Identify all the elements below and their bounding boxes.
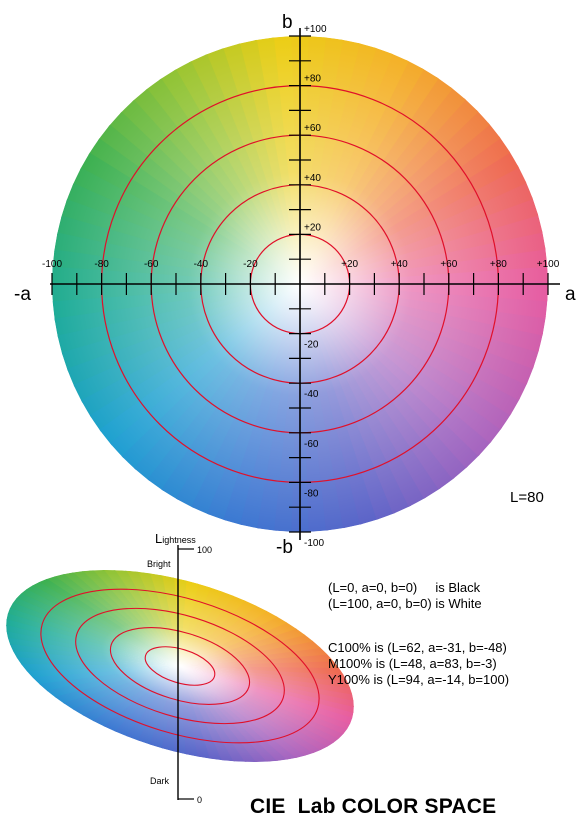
- lightness-value-label: L=80: [510, 489, 544, 506]
- ellipse-ring: [40, 588, 320, 744]
- b-tick-label: +100: [304, 24, 327, 35]
- a-tick-label: -60: [144, 259, 159, 270]
- a-tick-label: -100: [42, 259, 62, 270]
- b-tick-label: -60: [304, 439, 319, 450]
- a-tick-label: +20: [341, 259, 358, 270]
- a-tick-label: +40: [391, 259, 408, 270]
- bright-label: Bright: [147, 559, 171, 569]
- b-tick-label: -80: [304, 488, 319, 499]
- ellipse-ring: [109, 627, 251, 705]
- neg-b-axis-label: -b: [276, 537, 293, 558]
- l-axis-max-label: 100: [197, 545, 212, 555]
- a-tick-label: +80: [490, 259, 507, 270]
- ellipse-ring: [144, 646, 216, 686]
- b-tick-label: +20: [304, 222, 321, 233]
- a-tick-label: -40: [194, 259, 209, 270]
- l-axis-min-label: 0: [197, 795, 202, 805]
- cyan-definition: C100% is (L=62, a=-31, b=-48): [328, 640, 507, 655]
- a-tick-label: -80: [94, 259, 109, 270]
- ellipse-white-fade: [6, 569, 354, 763]
- a-axis-label: a: [565, 284, 576, 305]
- page-title: CIE Lab COLOR SPACE: [250, 795, 497, 818]
- b-tick-label: +80: [304, 74, 321, 85]
- lightness-axis: Lightness 100 0 Bright Dark: [147, 531, 212, 805]
- b-tick-labels: +100 +80 +60 +40 +20 -20 -40 -60 -80 -100: [304, 24, 327, 549]
- b-axis-label: b: [282, 12, 293, 33]
- b-tick-label: -100: [304, 538, 324, 549]
- a-tick-label: -20: [243, 259, 258, 270]
- ellipse-rings: [40, 588, 320, 744]
- b-tick-label: +60: [304, 123, 321, 134]
- a-tick-label: +60: [440, 259, 457, 270]
- dark-label: Dark: [150, 776, 170, 786]
- b-tick-label: -20: [304, 340, 319, 351]
- yellow-definition: Y100% is (L=94, a=-14, b=100): [328, 672, 510, 687]
- l-axis-title: Lightness: [155, 531, 196, 546]
- black-definition: (L=0, a=0, b=0) is Black: [328, 580, 481, 595]
- ellipse-ring: [75, 607, 285, 725]
- a-tick-labels: -100 -80 -60 -40 -20 +20 +40 +60 +80 +100: [42, 259, 560, 270]
- white-definition: (L=100, a=0, b=0) is White: [328, 596, 482, 611]
- b-tick-label: -40: [304, 389, 319, 400]
- main-axes: +100 +80 +60 +40 +20 -20 -40 -60 -80 -100 -100 -80…: [14, 12, 576, 558]
- magenta-definition: M100% is (L=48, a=83, b=-3): [328, 656, 497, 671]
- axis-ticks: [51, 35, 549, 533]
- b-tick-label: +40: [304, 173, 321, 184]
- neg-a-axis-label: -a: [14, 284, 31, 305]
- a-tick-label: +100: [537, 259, 560, 270]
- lightness-ellipse: [6, 569, 354, 763]
